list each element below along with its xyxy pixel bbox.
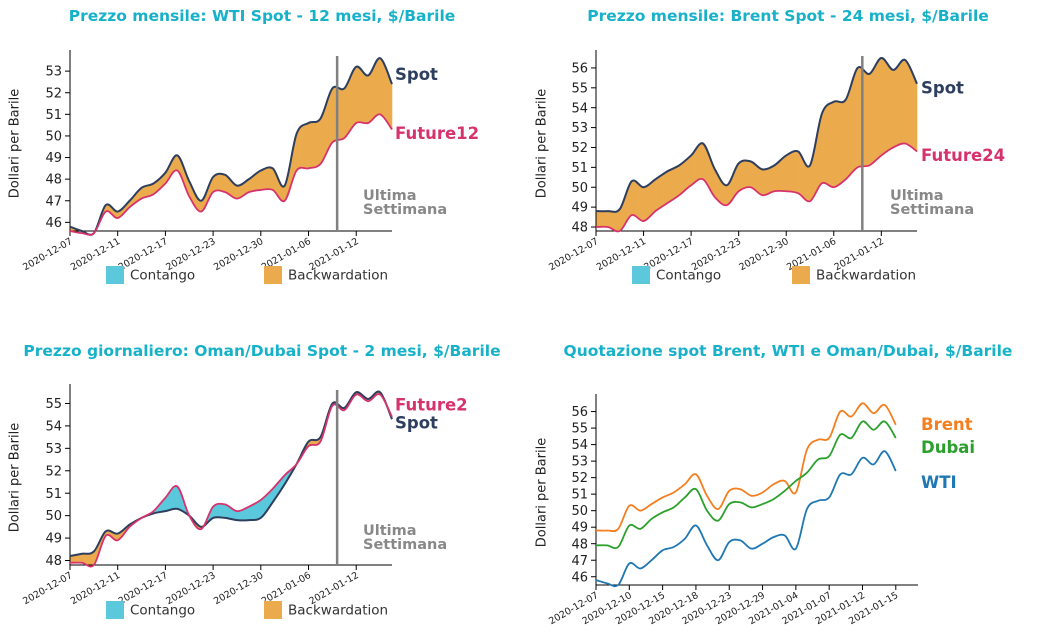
y-tick-label: 51 [45, 108, 62, 123]
y-tick-label: 55 [571, 422, 588, 437]
y-axis-label: Dollari per Barile [535, 89, 550, 198]
y-tick-label: 52 [45, 86, 62, 101]
y-tick-label: 48 [571, 537, 588, 552]
y-tick-label: 53 [571, 455, 588, 470]
y-tick-label: 50 [571, 181, 588, 196]
y-tick-label: 46 [45, 216, 62, 231]
legend-swatch-contango [632, 266, 650, 284]
legend: Contango Backwardation [106, 266, 388, 284]
series-label-future2: Future2 [395, 396, 468, 415]
series-line-wti [595, 450, 897, 588]
y-tick-label: 50 [45, 509, 62, 524]
series-label-spot: Spot [921, 79, 964, 98]
series-label-dubai: Dubai [921, 438, 975, 457]
series-line-future2 [69, 393, 393, 568]
legend-swatch-backwardation [264, 266, 282, 284]
y-tick-label: 47 [45, 194, 62, 209]
last-week-annotation-line2: Settimana [890, 202, 974, 218]
y-tick-label: 49 [571, 201, 588, 216]
legend-label-contango: Contango [656, 268, 721, 284]
x-tick-label: 2020-12-07 [21, 570, 74, 607]
series-line-dubai [595, 420, 897, 550]
chart-panel-3: Prezzo giornaliero: Oman/Dubai Spot - 2 … [8, 342, 501, 619]
y-tick-label: 48 [45, 173, 62, 188]
last-week-annotation-line2: Settimana [363, 202, 447, 218]
y-tick-label: 54 [571, 101, 588, 116]
legend-swatch-contango [106, 266, 124, 284]
x-tick-label: 2020-12-17 [117, 570, 170, 607]
y-tick-label: 53 [45, 442, 62, 457]
y-tick-label: 51 [45, 487, 62, 502]
legend-label-contango: Contango [130, 603, 195, 619]
y-tick-label: 46 [571, 570, 588, 585]
y-axis-label: Dollari per Barile [8, 89, 23, 198]
chart-title: Quotazione spot Brent, WTI e Oman/Dubai,… [564, 342, 1013, 360]
x-tick-label: 2020-12-30 [737, 236, 790, 273]
y-tick-label: 51 [571, 161, 588, 176]
chart-title: Prezzo mensile: Brent Spot - 24 mesi, $/… [587, 7, 989, 25]
last-week-annotation-line1: Ultima [363, 188, 417, 204]
y-tick-label: 48 [571, 221, 588, 236]
y-tick-label: 49 [45, 151, 62, 166]
y-tick-label: 52 [571, 471, 588, 486]
series-label-spot: Spot [395, 65, 438, 84]
chart-title: Prezzo mensile: WTI Spot - 12 mesi, $/Ba… [69, 7, 456, 25]
y-tick-label: 52 [571, 141, 588, 156]
y-tick-label: 52 [45, 464, 62, 479]
legend-swatch-contango [106, 601, 124, 619]
chart-panel-4: Quotazione spot Brent, WTI e Oman/Dubai,… [535, 342, 1013, 627]
last-week-annotation-line1: Ultima [890, 188, 944, 204]
series-line-brent [595, 402, 897, 533]
series-label-spot: Spot [395, 414, 438, 433]
chart-panel-2: Prezzo mensile: Brent Spot - 24 mesi, $/… [535, 7, 1005, 284]
y-tick-label: 53 [45, 65, 62, 80]
last-week-annotation-line1: Ultima [363, 523, 417, 539]
x-tick-label: 2020-12-07 [547, 236, 600, 273]
legend: Contango Backwardation [106, 601, 388, 619]
y-tick-label: 55 [45, 397, 62, 412]
series-label-wti: WTI [921, 473, 957, 492]
y-tick-label: 56 [571, 61, 588, 76]
y-tick-label: 49 [571, 521, 588, 536]
x-tick-label: 2020-12-30 [212, 570, 265, 607]
x-tick-label: 2021-01-12 [307, 570, 360, 607]
y-tick-label: 47 [571, 554, 588, 569]
x-tick-label: 2020-12-07 [21, 236, 74, 273]
legend-swatch-backwardation [792, 266, 810, 284]
y-tick-label: 54 [571, 438, 588, 453]
backwardation-area [915, 81, 918, 153]
legend-label-backwardation: Backwardation [816, 268, 916, 284]
series-label-future12: Future12 [395, 124, 479, 143]
y-tick-label: 56 [571, 405, 588, 420]
y-tick-label: 53 [571, 121, 588, 136]
y-tick-label: 55 [571, 81, 588, 96]
series-line-spot [69, 390, 393, 558]
y-tick-label: 51 [571, 488, 588, 503]
chart-title: Prezzo giornaliero: Oman/Dubai Spot - 2 … [23, 342, 500, 360]
legend-label-backwardation: Backwardation [288, 603, 388, 619]
legend-label-contango: Contango [130, 268, 195, 284]
x-tick-label: 2020-12-23 [164, 570, 217, 607]
last-week-annotation-line2: Settimana [363, 537, 447, 553]
legend-swatch-backwardation [264, 601, 282, 619]
x-tick-label: 2020-12-30 [212, 236, 265, 273]
y-tick-label: 50 [571, 504, 588, 519]
legend-label-backwardation: Backwardation [288, 268, 388, 284]
series-label-brent: Brent [921, 415, 973, 434]
y-tick-label: 50 [45, 129, 62, 144]
series-line-spot [69, 57, 393, 236]
y-tick-label: 48 [45, 554, 62, 569]
y-tick-label: 49 [45, 532, 62, 547]
y-axis-label: Dollari per Barile [8, 423, 23, 532]
y-axis-label: Dollari per Barile [535, 438, 550, 547]
series-label-future24: Future24 [921, 146, 1005, 165]
y-tick-label: 54 [45, 419, 62, 434]
chart-panel-1: Prezzo mensile: WTI Spot - 12 mesi, $/Ba… [8, 7, 479, 284]
legend: Contango Backwardation [632, 266, 916, 284]
backwardation-area [390, 81, 393, 131]
